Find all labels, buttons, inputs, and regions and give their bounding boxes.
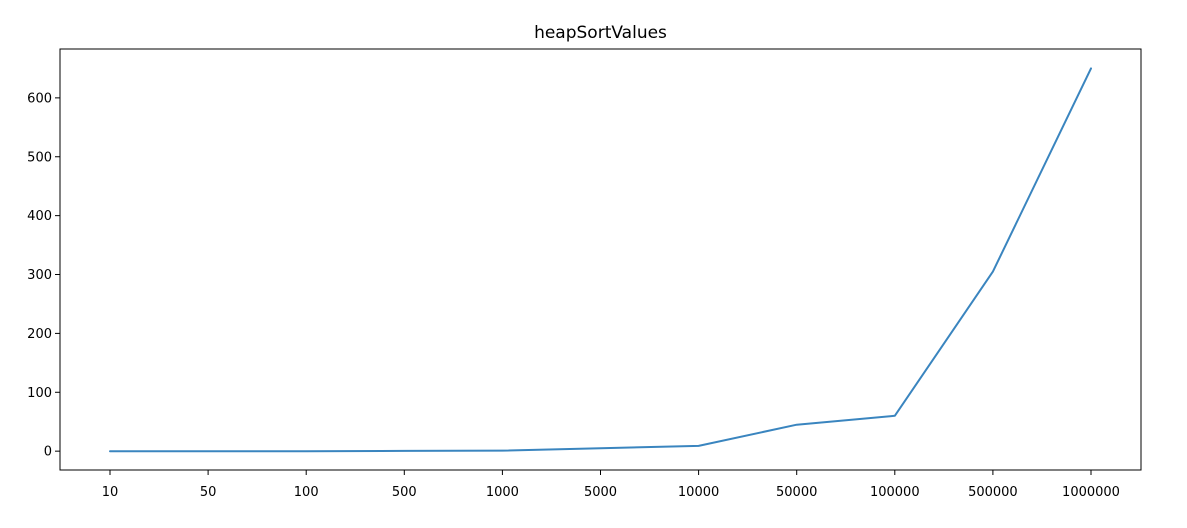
y-tick-label: 100 <box>27 386 52 401</box>
x-tick-label: 1000000 <box>1062 485 1120 500</box>
x-tick-label: 10000 <box>678 485 719 500</box>
y-tick-label: 400 <box>27 209 52 224</box>
chart-title: heapSortValues <box>534 23 667 43</box>
y-axis: 0 100 200 300 400 500 600 <box>27 91 60 460</box>
x-tick-label: 500 <box>392 485 417 500</box>
y-tick-label: 300 <box>27 268 52 283</box>
x-tick-label: 100 <box>294 485 319 500</box>
x-tick-label: 100000 <box>870 485 920 500</box>
x-tick-label: 10 <box>102 485 119 500</box>
y-tick-label: 200 <box>27 327 52 342</box>
x-axis: 10 50 100 500 1000 5000 10000 50000 100000 500000… <box>102 470 1120 500</box>
x-tick-label: 1000 <box>486 485 519 500</box>
y-tick-label: 500 <box>27 150 52 165</box>
x-tick-label: 50 <box>200 485 217 500</box>
x-tick-label: 500000 <box>968 485 1018 500</box>
x-tick-label: 5000 <box>584 485 617 500</box>
plot-frame <box>59 48 1142 471</box>
y-tick-label: 600 <box>27 91 52 106</box>
series-layer <box>109 67 1092 453</box>
y-tick-label: 0 <box>44 445 52 460</box>
x-tick-label: 50000 <box>776 485 817 500</box>
series-line <box>109 67 1092 453</box>
